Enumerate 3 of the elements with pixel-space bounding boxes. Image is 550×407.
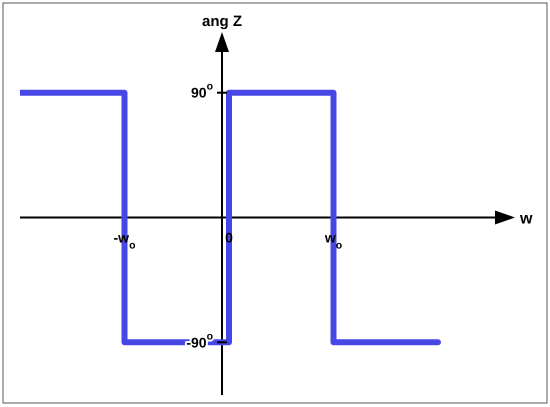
- y-axis-title: ang Z: [202, 13, 242, 30]
- x-axis-title: w: [519, 210, 533, 228]
- y-tick-label: 90$^{o}$: [191, 80, 213, 101]
